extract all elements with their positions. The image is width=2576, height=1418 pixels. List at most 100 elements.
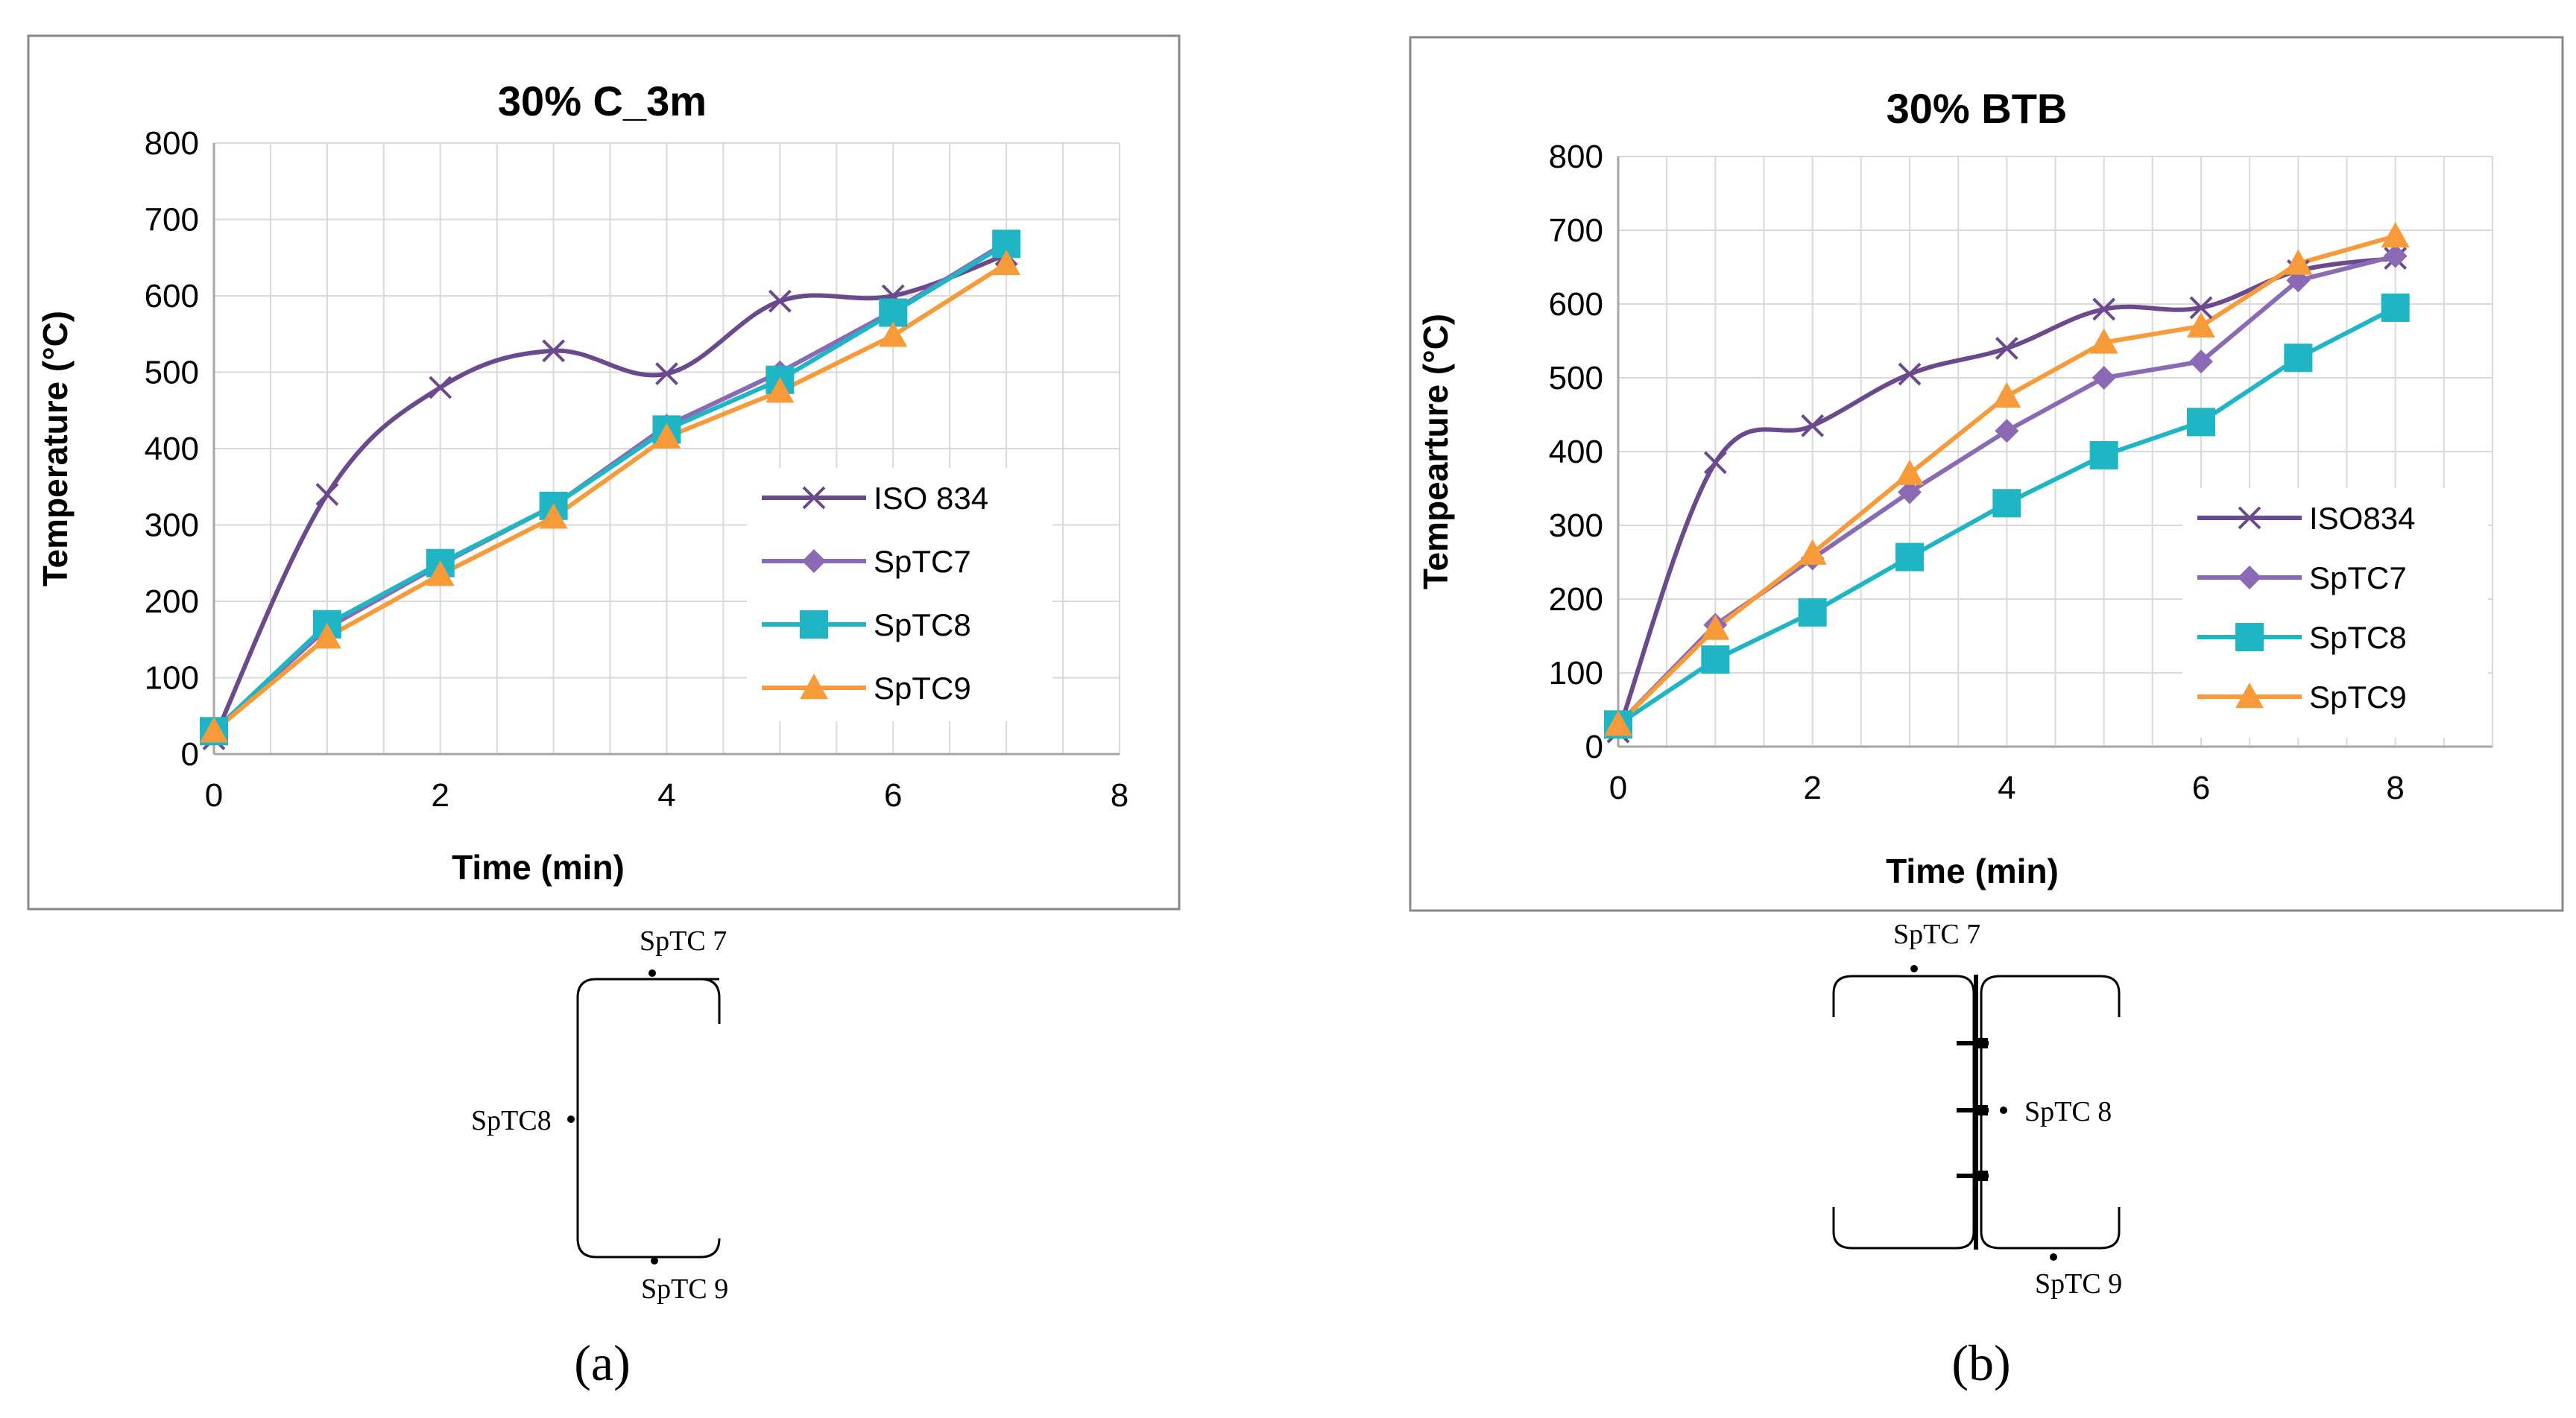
diagram-b-label-side: SpTC 8 xyxy=(2024,1096,2112,1127)
chart-b-ytick-label: 500 xyxy=(1549,360,1603,396)
chart-b-ytick-label: 700 xyxy=(1549,212,1603,249)
caption-a: (a) xyxy=(574,1335,630,1391)
diagram-b-label-top: SpTC 7 xyxy=(1893,919,1980,950)
chart-b-title: 30% BTB xyxy=(1887,85,2068,132)
chart-b-ytick-label: 800 xyxy=(1549,139,1603,175)
diagram-a xyxy=(576,978,721,1259)
chart-b-frame xyxy=(1409,36,2564,912)
chart-b-legend-marker-sptc9 xyxy=(2235,683,2264,709)
chart-b-ytick-label: 600 xyxy=(1549,286,1603,323)
chart-b-point-sptc9 xyxy=(2381,221,2410,248)
chart-a-xtick-label: 8 xyxy=(1111,777,1128,814)
chart-b-ytick-label: 300 xyxy=(1549,507,1603,544)
chart-a-point-sptc9 xyxy=(652,422,681,449)
chart-b-point-sptc9 xyxy=(1895,459,1924,485)
chart-a-legend-label-sptc9: SpTC9 xyxy=(874,671,971,706)
chart-b-point-sptc9 xyxy=(1701,614,1730,640)
chart-b-ytick-label: 0 xyxy=(1585,729,1603,765)
chart-b-point-iso xyxy=(1995,336,2018,360)
chart-a-point-sptc9 xyxy=(312,623,341,649)
chart-b-point-sptc9 xyxy=(2089,328,2118,354)
chart-b-point-sptc8 xyxy=(1798,598,1827,627)
chart-b-point-sptc8 xyxy=(2381,293,2410,322)
chart-b-ytick-label: 200 xyxy=(1549,581,1603,618)
chart-a-xlabel: Time (min) xyxy=(452,848,625,887)
chart-b-point-sptc9 xyxy=(1604,710,1632,736)
chart-b-xtick-label: 4 xyxy=(1998,770,2015,806)
chart-b-point-sptc8 xyxy=(2284,344,2313,373)
chart-a-point-iso xyxy=(542,339,566,363)
chart-b-xtick-label: 2 xyxy=(1803,770,1821,806)
chart-b-point-sptc9 xyxy=(1992,382,2021,408)
chart-a-xtick-label: 2 xyxy=(432,777,449,814)
chart-a-legend-label-sptc7: SpTC7 xyxy=(874,544,971,579)
chart-a-legend-marker-sptc9 xyxy=(800,674,828,700)
chart-a-ytick-label: 400 xyxy=(145,431,199,467)
chart-a-ytick-label: 0 xyxy=(181,736,199,773)
diagram-b-right-box xyxy=(1980,975,2121,1250)
chart-a-point-sptc9 xyxy=(200,717,228,743)
chart-b-point-sptc8 xyxy=(1992,489,2021,518)
chart-a-point-sptc9 xyxy=(992,249,1021,276)
diagram-b-bolt-head-3 xyxy=(1978,1171,1988,1181)
diagram-a-label-side: SpTC8 xyxy=(471,1105,552,1136)
chart-b-point-sptc9 xyxy=(1798,539,1827,565)
chart-a-ytick-label: 100 xyxy=(145,660,199,697)
chart-b-point-iso xyxy=(1801,414,1825,437)
chart-b-point-iso xyxy=(2189,296,2213,320)
chart-b: 0 100 200 300 400 500 600 700 800 0 2 4 6 8 30% BTB Tim… xyxy=(1416,85,2493,890)
chart-a-ytick-label: 700 xyxy=(145,202,199,238)
chart-b-legend-label-sptc9: SpTC9 xyxy=(2309,680,2407,715)
diagram-b-dot-bottom xyxy=(2050,1253,2057,1261)
diagram-a-dot-bottom xyxy=(651,1257,658,1265)
chart-b-ytick-label: 400 xyxy=(1549,434,1603,470)
chart-b-point-sptc8 xyxy=(1895,542,1924,572)
chart-b-ylabel: Tempearture (°C) xyxy=(1416,314,1455,589)
chart-b-point-sptc7 xyxy=(2189,349,2213,374)
chart-b-point-sptc7 xyxy=(1898,480,1922,504)
chart-a-xtick-label: 0 xyxy=(205,777,223,814)
chart-a-point-iso xyxy=(429,376,452,399)
chart-a-line-iso xyxy=(212,252,1008,740)
chart-b-point-sptc7 xyxy=(2092,366,2116,390)
chart-b-legend-marker-sptc7 xyxy=(2238,566,2261,589)
chart-b-point-iso xyxy=(1703,451,1727,475)
chart-a-point-iso xyxy=(768,289,792,313)
diagram-a-top-right xyxy=(700,978,721,1024)
chart-b-xlabel: Time (min) xyxy=(1886,852,2059,890)
diagram-b-dot-side xyxy=(2000,1107,2007,1114)
diagram-a-outline xyxy=(576,978,721,1259)
diagram-b-bolt-head-1 xyxy=(1978,1038,1988,1048)
chart-b-legend-marker-sptc8 xyxy=(2235,623,2264,651)
chart-a-legend-marker-iso xyxy=(802,486,826,510)
chart-a-line-sptc9 xyxy=(212,262,1008,733)
chart-b-ytick-label: 100 xyxy=(1549,655,1603,691)
chart-a-title: 30% C_3m xyxy=(498,77,707,124)
chart-b-point-sptc8 xyxy=(1701,645,1730,674)
chart-b-xtick-label: 0 xyxy=(1609,770,1627,806)
chart-a-point-sptc9 xyxy=(426,560,455,586)
chart-a-ytick-label: 300 xyxy=(145,507,199,544)
caption-b: (b) xyxy=(1951,1335,2010,1391)
chart-a-legend-label-sptc8: SpTC8 xyxy=(874,607,971,642)
diagram-a-label-top: SpTC 7 xyxy=(640,925,727,957)
chart-a-point-sptc9 xyxy=(539,503,568,529)
chart-a-legend-box xyxy=(747,468,1052,721)
diagram-b-dot-top xyxy=(1910,965,1918,972)
chart-a-ytick-label: 500 xyxy=(145,355,199,391)
chart-b-point-sptc8 xyxy=(2187,408,2215,437)
diagram-b-left-box xyxy=(1832,975,1975,1250)
chart-b-xtick-label: 8 xyxy=(2386,770,2404,806)
chart-a-point-sptc9 xyxy=(879,321,908,347)
chart-b-point-sptc8 xyxy=(2089,440,2118,469)
chart-a-xtick-label: 6 xyxy=(884,777,902,814)
chart-a: 0 100 200 300 400 500 600 700 800 0 2 4 6 8 30% C_3m Ti… xyxy=(36,77,1128,887)
chart-b-point-sptc9 xyxy=(2284,249,2313,275)
chart-a-ytick-label: 600 xyxy=(145,278,199,314)
chart-a-xtick-label: 4 xyxy=(657,777,675,814)
chart-b-point-sptc9 xyxy=(2187,311,2215,338)
chart-b-point-sptc7 xyxy=(1995,419,2019,443)
chart-a-ytick-label: 200 xyxy=(145,583,199,620)
chart-a-legend-marker-sptc8 xyxy=(800,610,828,639)
